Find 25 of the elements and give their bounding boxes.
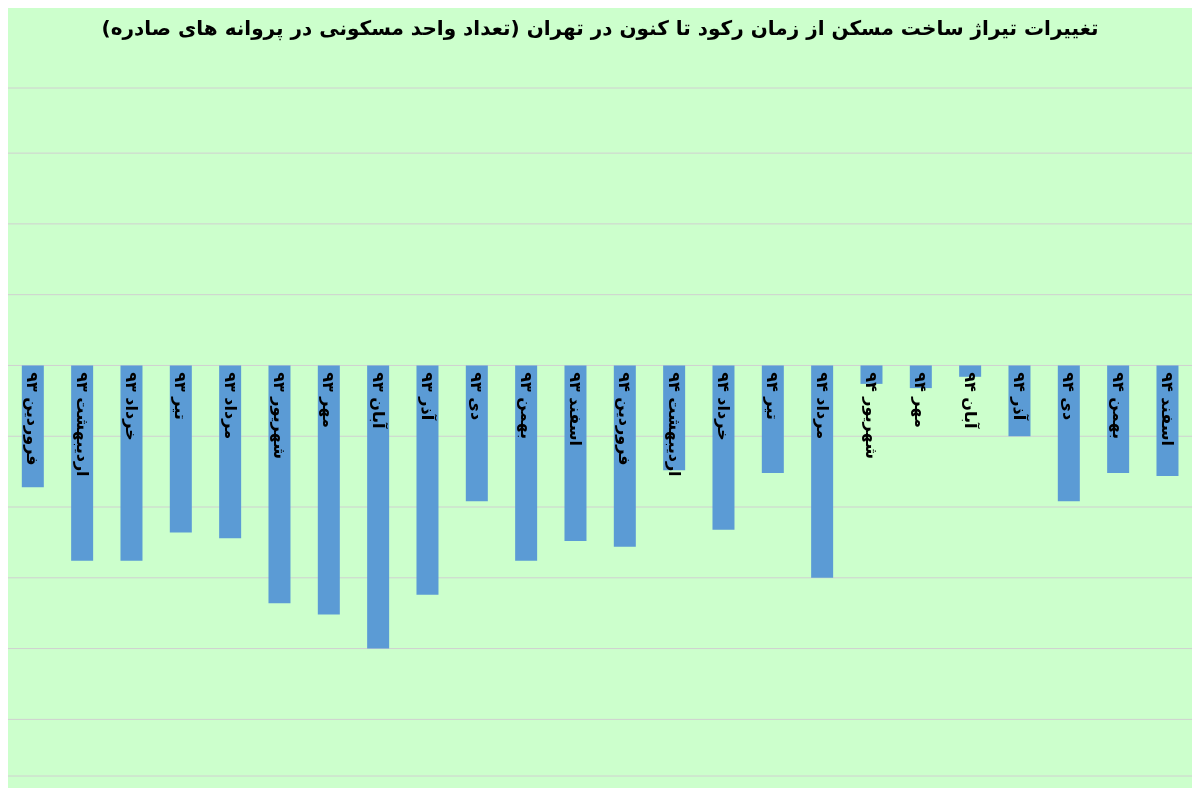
x-tick-label: شهریور ۹۴	[861, 372, 881, 459]
x-tick-label: مهر ۹۳	[319, 372, 339, 428]
x-tick-label: اردیبهشت ۹۴	[664, 372, 684, 477]
x-tick-label: تیر ۹۴	[763, 372, 783, 420]
x-tick-label: بهمن ۹۴	[1108, 372, 1128, 440]
x-tick-label: اسفند ۹۳	[565, 372, 585, 446]
x-tick-label: خرداد ۹۴	[713, 372, 733, 441]
x-tick-label: آذر ۹۳	[417, 372, 438, 421]
x-tick-label: دی ۹۳	[467, 372, 487, 421]
x-tick-label: مرداد ۹۴	[812, 372, 832, 440]
x-tick-label: شهریور ۹۳	[269, 372, 289, 459]
x-tick-label: آبان ۹۳	[368, 372, 389, 430]
x-tick-label: آذر ۹۴	[1009, 372, 1030, 421]
x-tick-label: بهمن ۹۳	[516, 372, 536, 440]
x-tick-label: تیر ۹۳	[171, 372, 191, 420]
chart-title: تغییرات تیراژ ساخت مسکن از زمان رکود تا کنون در تهران (تعداد واحد مسکونی در پروانه های صادره)	[100, 16, 1100, 40]
x-tick-label: خرداد ۹۳	[121, 372, 141, 441]
x-tick-label: فروردین ۹۴	[615, 372, 635, 466]
x-tick-label: دی ۹۴	[1059, 372, 1079, 421]
x-tick-label: فروردین ۹۳	[23, 372, 43, 466]
x-tick-label: آبان ۹۴	[960, 372, 981, 430]
x-tick-label: مهر ۹۴	[911, 372, 931, 428]
x-tick-label: مرداد ۹۳	[220, 372, 240, 440]
x-tick-label: اسفند ۹۴	[1157, 372, 1177, 446]
x-tick-label: اردیبهشت ۹۳	[72, 372, 92, 477]
